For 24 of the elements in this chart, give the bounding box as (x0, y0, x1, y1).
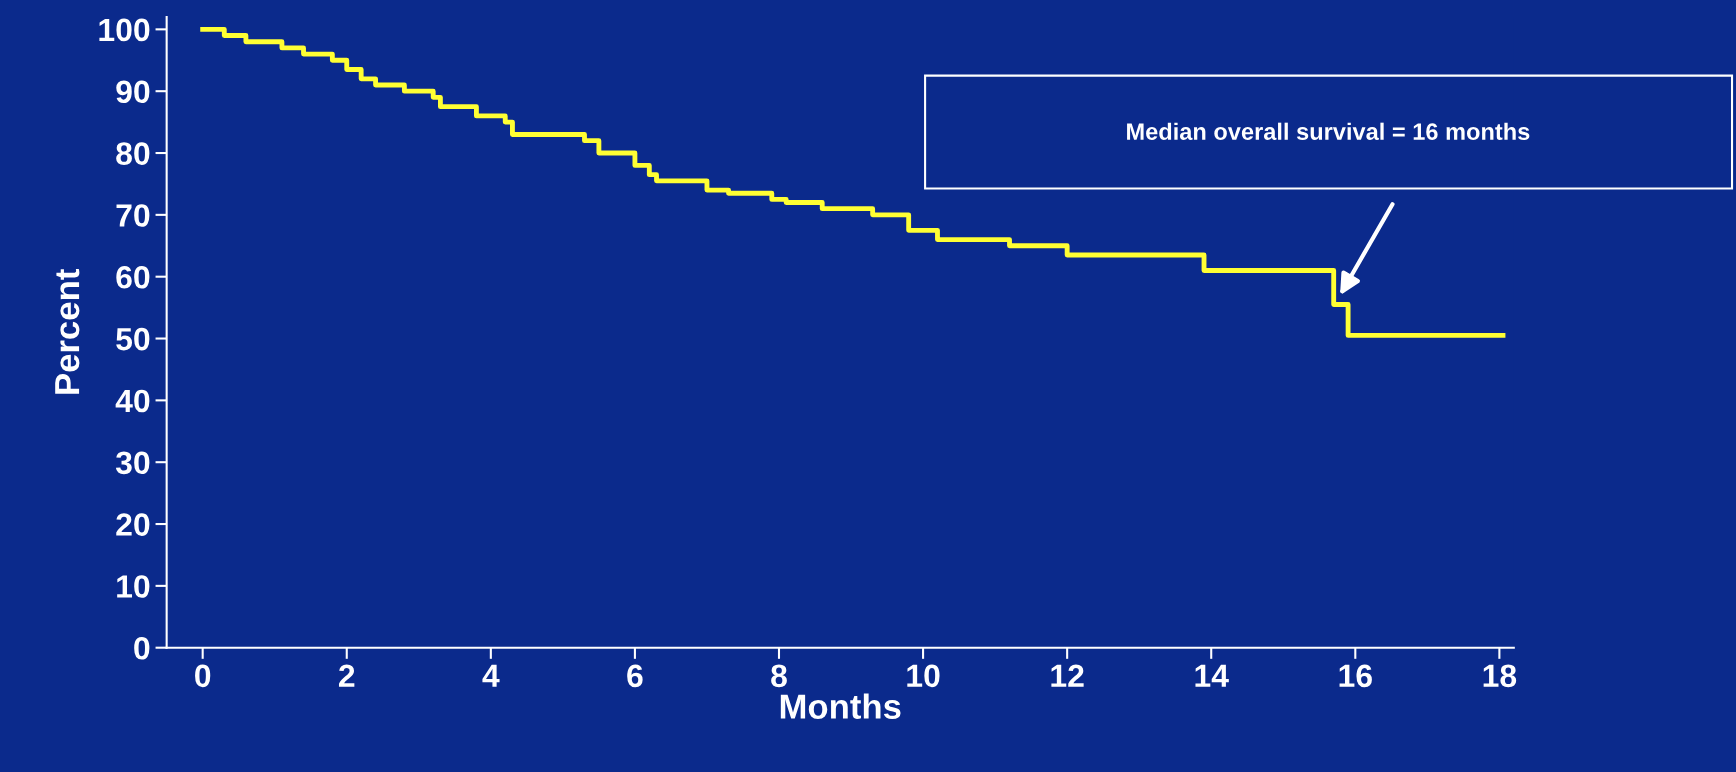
y-tick-label: 20 (116, 513, 150, 536)
y-tick-label: 80 (116, 142, 150, 165)
y-tick-label: 40 (115, 389, 150, 413)
x-tick-label: 6 (627, 664, 643, 688)
y-tick-label: 70 (116, 204, 150, 227)
x-tick-label: 14 (1195, 664, 1229, 687)
y-tick-label: 100 (99, 18, 150, 42)
y-tick-label: 0 (134, 636, 150, 660)
y-tick-label: 30 (115, 451, 150, 475)
y-tick-label: 90 (116, 80, 150, 104)
x-axis-title: Months (780, 693, 901, 719)
x-tick-label: 4 (482, 664, 500, 687)
x-tick-label: 16 (1339, 664, 1372, 688)
x-tick-label: 18 (1483, 664, 1517, 688)
annotation: Median overall survival = 16 months (1127, 122, 1530, 141)
y-tick-label: 60 (116, 265, 150, 289)
y-tick-label: 50 (116, 327, 150, 351)
x-tick-label: 2 (338, 664, 355, 687)
x-tick-label: 8 (771, 664, 787, 688)
y-tick-label: 10 (117, 575, 150, 598)
x-tick-label: 10 (907, 664, 940, 688)
x-tick-label: 0 (195, 664, 211, 688)
x-tick-label: 12 (1051, 664, 1084, 687)
y-axis-title: Percent (55, 269, 80, 394)
